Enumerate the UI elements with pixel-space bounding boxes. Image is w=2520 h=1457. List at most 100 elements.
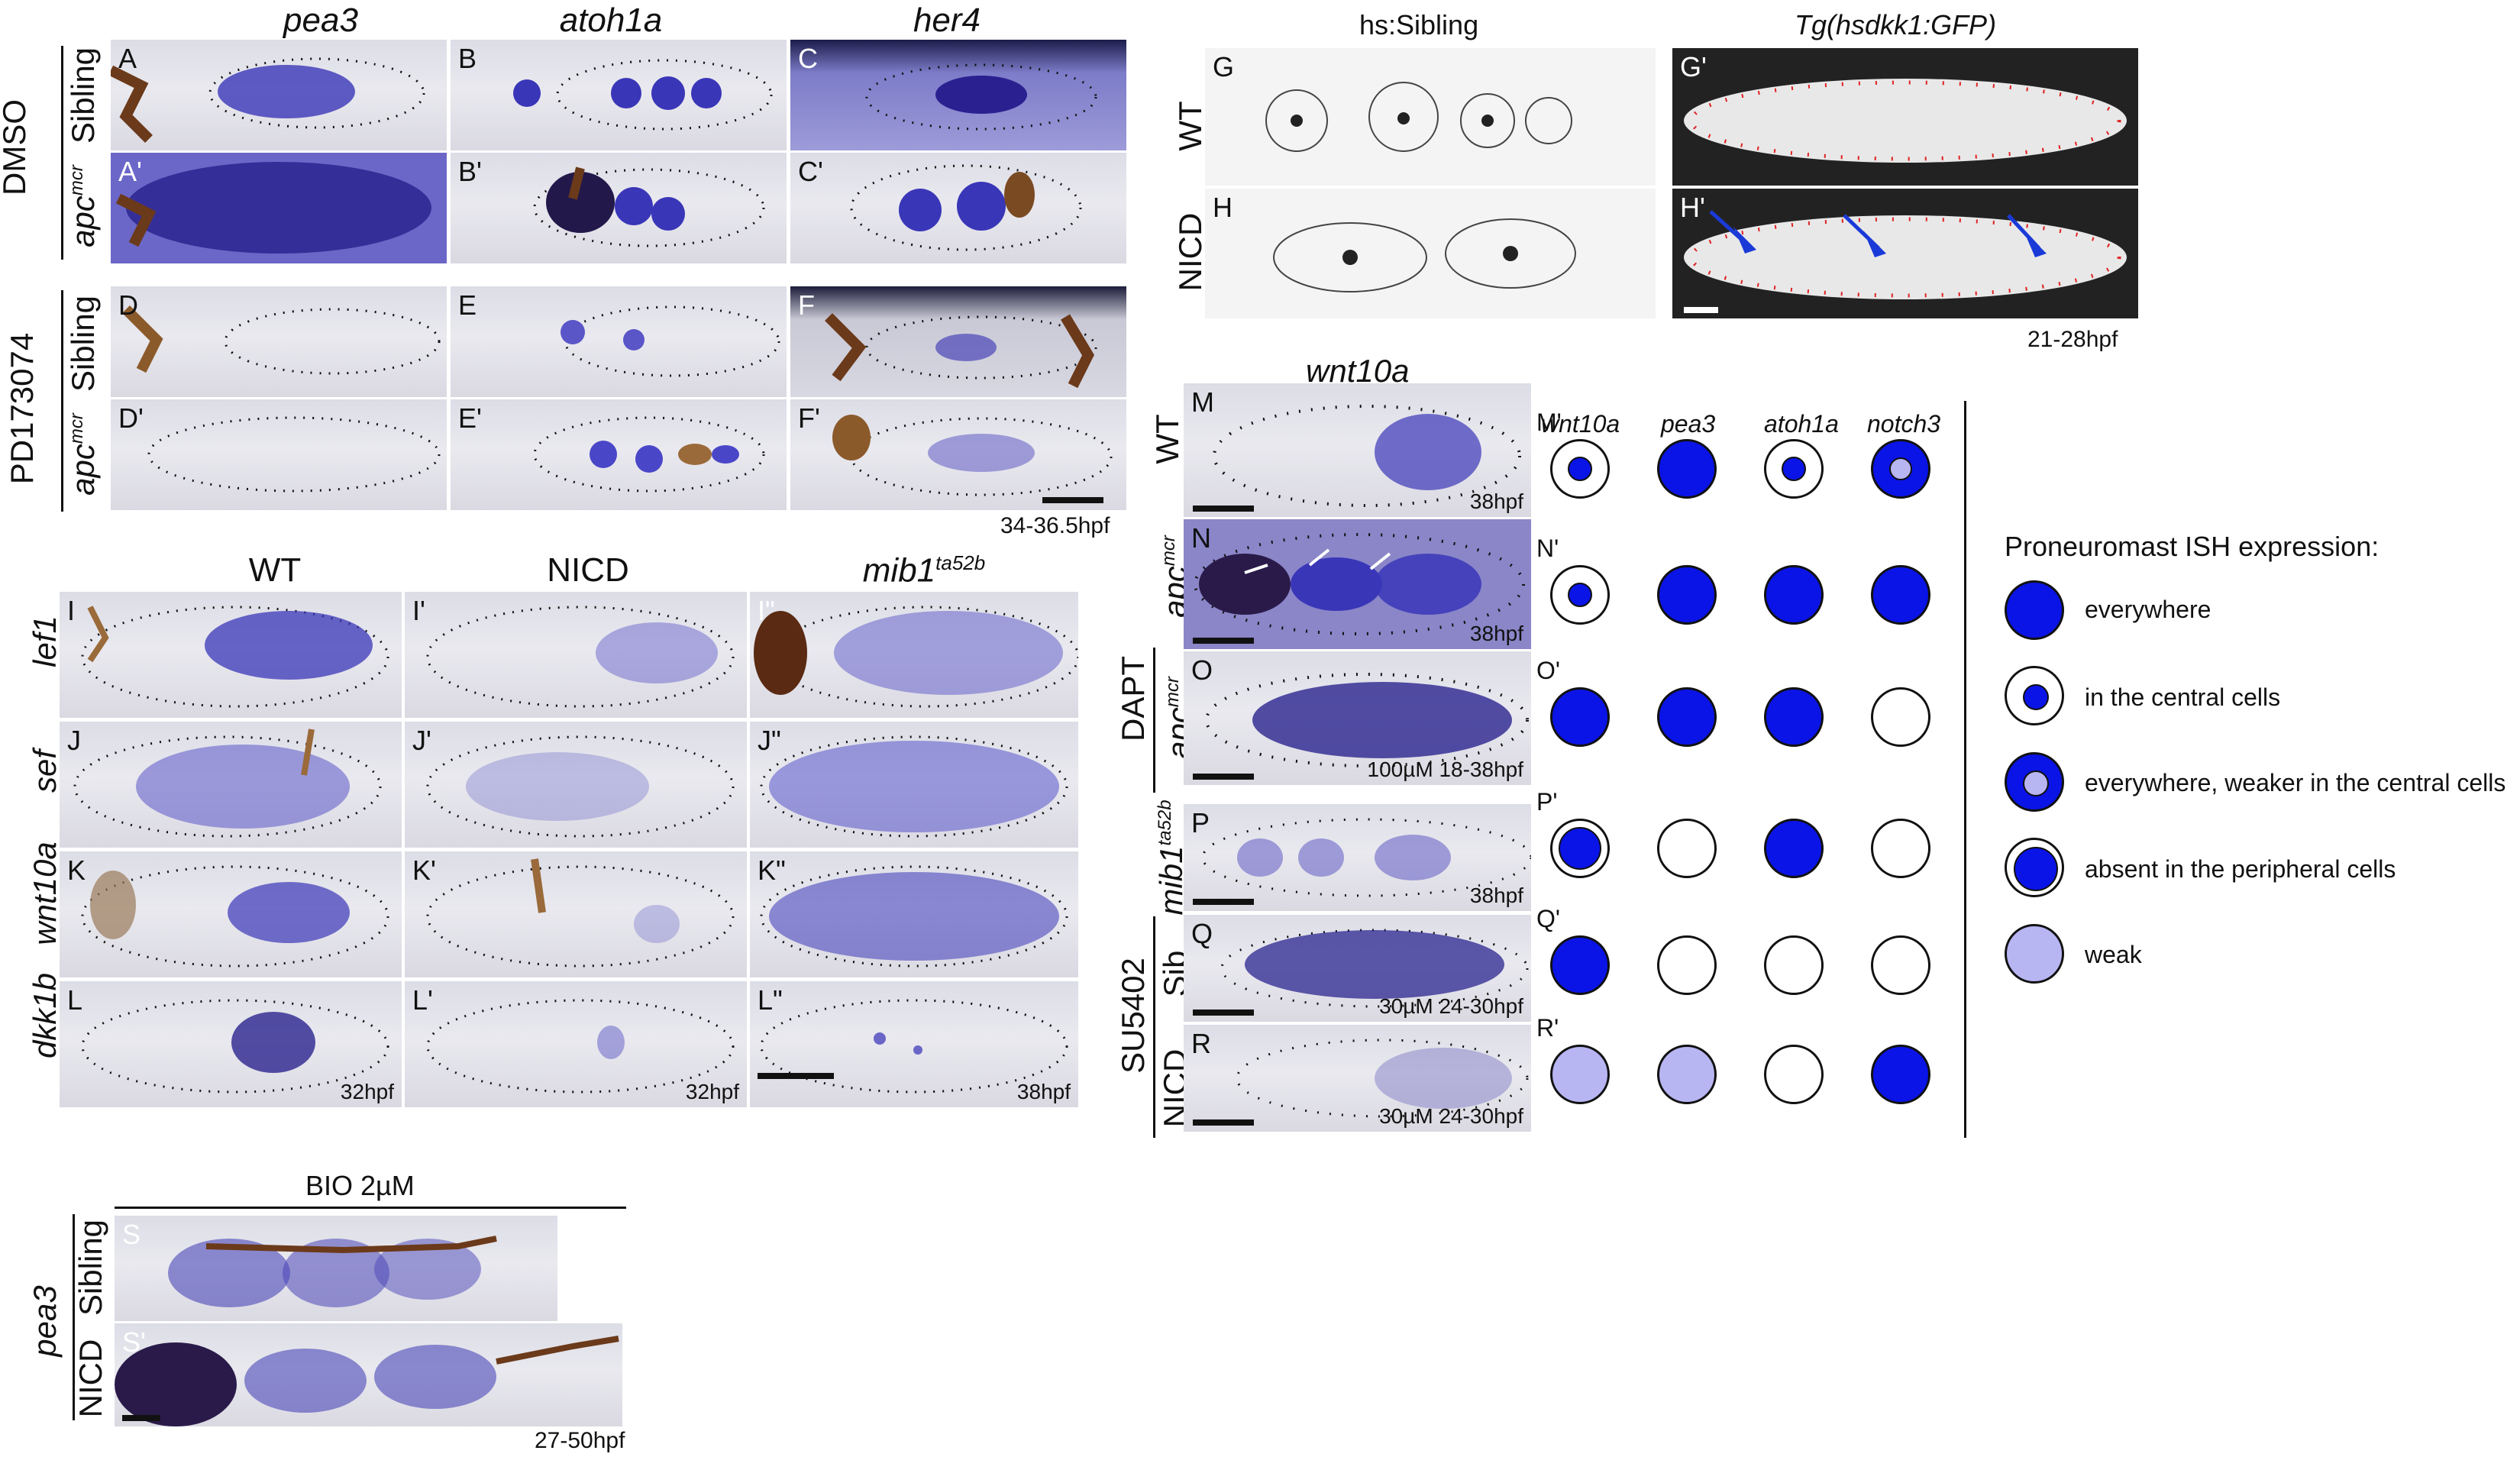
expression-circle-absent-peripheral: [1550, 819, 1610, 878]
panel-label-m: M: [1191, 386, 1214, 418]
legend-item-absent-peripheral: absent in the peripheral cells: [2085, 855, 2396, 883]
panel-label-b: B: [458, 43, 477, 74]
expression-circle-everywhere: [1764, 687, 1824, 747]
panel-label-s-prime: S': [122, 1326, 146, 1358]
panel-h: H: [1205, 189, 1656, 318]
panel-s: S: [115, 1216, 557, 1321]
expression-circle-everywhere: [1657, 565, 1717, 625]
time-label-o: 100µM 18-38hpf: [1367, 758, 1524, 781]
time-label-gh: 21-28hpf: [2027, 327, 2118, 352]
mr-header-wnt10a: wnt10a: [1306, 353, 1410, 389]
panel-label-i-prime: I': [412, 595, 425, 626]
time-label-r: 30µM 24-30hpf: [1379, 1104, 1523, 1128]
time-label-n: 38hpf: [1469, 622, 1523, 645]
panel-label-g: G: [1213, 51, 1235, 82]
column-head-wt: WT: [248, 551, 302, 589]
grid-head-wnt10a: wnt10a: [1541, 410, 1620, 438]
panel-s-prime: S': [115, 1323, 622, 1426]
mr-bracket-su: [1153, 916, 1155, 1138]
column-head-mib1: mib1ta52b: [862, 551, 986, 590]
grid-row-label: Q': [1536, 905, 1560, 932]
bio-row-nicd: NICD: [73, 1339, 108, 1418]
expression-circle-everywhere: [1657, 687, 1717, 747]
panel-o: O 100µM 18-38hpf: [1184, 651, 1531, 785]
time-label-top: 34-36.5hpf: [1000, 513, 1110, 538]
grid-row-label: N': [1536, 535, 1559, 562]
panel-k: K: [60, 851, 402, 977]
expression-circle-everywhere: [1871, 565, 1930, 625]
expression-circle-weak: [1657, 1045, 1717, 1104]
panel-a: A: [111, 40, 447, 150]
expression-circle-everywhere-weak-center: [1871, 439, 1930, 499]
expression-circle-everywhere: [1550, 935, 1610, 995]
bio-bracket: [73, 1214, 75, 1420]
panel-k-prime: K': [405, 851, 747, 977]
gh-col-hs-sibling: hs:Sibling: [1359, 9, 1479, 40]
panel-label-h: H: [1213, 192, 1233, 223]
time-label-m: 38hpf: [1469, 489, 1523, 513]
panel-label-n: N: [1191, 522, 1211, 554]
legend-swatch-weak: [2005, 924, 2064, 984]
expression-circle-everywhere: [1871, 1045, 1930, 1104]
panel-i-dprime: I": [750, 592, 1078, 718]
panel-label-r: R: [1191, 1028, 1211, 1059]
row-label-sibling-d: Sibling: [65, 295, 101, 393]
panel-n: N 38hpf: [1184, 519, 1531, 649]
time-label-l-dprime: 38hpf: [1016, 1080, 1071, 1103]
scale-bar-q: [1193, 1010, 1254, 1016]
panel-l-prime: L' 32hpf: [405, 981, 747, 1107]
scale-bar-h-prime: [1684, 307, 1718, 313]
mr-group-dapt: DAPT: [1115, 656, 1151, 742]
grid-head-atoh1a: atoh1a: [1764, 410, 1839, 438]
expression-circle-none: [1657, 935, 1717, 995]
expression-circle-everywhere: [1764, 565, 1824, 625]
legend-item-central: in the central cells: [2085, 683, 2281, 711]
scale-bar-l-dprime: [758, 1073, 834, 1079]
panel-label-c-prime: C': [798, 156, 823, 187]
grid-head-notch3: notch3: [1867, 410, 1941, 438]
row-label-apc-a: apcmcr: [65, 165, 101, 247]
panel-label-k-prime: K': [412, 854, 436, 886]
expression-circle-none: [1764, 935, 1824, 995]
mr-group-su5402: SU5402: [1115, 958, 1151, 1074]
panel-label-d-prime: D': [118, 402, 144, 434]
time-label-l: 32hpf: [340, 1080, 394, 1103]
legend-item-weak: weak: [2085, 941, 2142, 968]
time-label-p: 38hpf: [1469, 884, 1523, 907]
scale-bar-f-prime: [1042, 497, 1103, 503]
scale-bar-r: [1193, 1119, 1254, 1126]
panel-j-prime: J': [405, 722, 747, 848]
panel-label-f: F: [798, 289, 815, 321]
panel-label-d: D: [118, 289, 138, 321]
panel-e-prime: E': [451, 399, 787, 510]
mr-bracket-dapt: [1153, 648, 1155, 793]
scale-bar-s-prime: [122, 1415, 160, 1421]
expression-circle-everywhere: [1550, 687, 1610, 747]
expression-circle-central: [1550, 439, 1610, 499]
bio-header: BIO 2µM: [305, 1170, 415, 1201]
panel-label-j-prime: J': [412, 725, 431, 756]
panel-h-prime: H': [1672, 189, 2138, 318]
panel-d-prime: D': [111, 399, 447, 510]
panel-label-l-dprime: L": [758, 984, 783, 1016]
panel-i: I: [60, 592, 402, 718]
panel-q: Q 30µM 24-30hpf: [1184, 915, 1531, 1022]
column-head-nicd: NICD: [547, 551, 629, 589]
gh-col-tg-hsdkk1: Tg(hsdkk1:GFP): [1795, 9, 1997, 40]
bio-gene-label: pea3: [27, 1285, 63, 1357]
panel-label-i: I: [67, 595, 76, 626]
grid-row-label: R': [1536, 1014, 1559, 1042]
scale-bar-m: [1193, 506, 1254, 512]
grid-divider: [1964, 401, 1966, 1138]
panel-i-prime: I': [405, 592, 747, 718]
panel-label-k: K: [67, 854, 86, 886]
scale-bar-o: [1193, 774, 1254, 780]
panel-label-a: A: [118, 43, 137, 74]
legend-swatch-absent-peripheral: [2005, 838, 2064, 897]
legend-swatch-central: [2005, 666, 2064, 725]
mr-row-wt: WT: [1149, 414, 1185, 464]
expression-circle-everywhere: [1657, 439, 1717, 499]
panel-label-c: C: [798, 43, 818, 74]
grid-row-label: P': [1536, 788, 1558, 816]
panel-j-dprime: J": [750, 722, 1078, 848]
